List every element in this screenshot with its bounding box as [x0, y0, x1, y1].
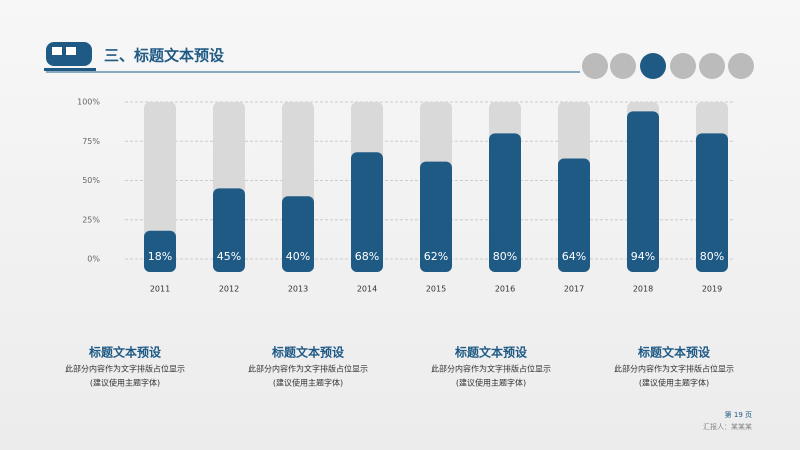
y-tick-label: 0%	[87, 255, 100, 264]
block-text: (建议使用主题字体)	[639, 378, 709, 388]
block-text: 此部分内容作为文字排版占位显示	[431, 364, 551, 374]
value-label: 45%	[217, 250, 241, 263]
block-text: 此部分内容作为文字排版占位显示	[248, 364, 368, 374]
bar	[144, 230, 176, 272]
bar	[213, 188, 245, 272]
block-title: 标题文本预设	[454, 345, 528, 360]
x-tick-label: 2018	[633, 285, 653, 294]
x-tick-label: 2012	[219, 285, 239, 294]
bar	[558, 158, 590, 272]
value-label: 80%	[700, 250, 724, 263]
bar	[696, 133, 728, 272]
x-tick-label: 2014	[357, 285, 377, 294]
block-title: 标题文本预设	[637, 345, 711, 360]
x-tick-label: 2011	[150, 285, 170, 294]
bar	[282, 196, 314, 272]
y-tick-label: 50%	[82, 176, 100, 185]
block-title: 标题文本预设	[88, 345, 162, 360]
value-label: 80%	[493, 250, 517, 263]
block-text: 此部分内容作为文字排版占位显示	[65, 364, 185, 374]
nav-icons	[582, 53, 754, 79]
bar-track	[144, 102, 176, 272]
block-text: 此部分内容作为文字排版占位显示	[614, 364, 734, 374]
header-icon	[44, 42, 96, 71]
bar	[420, 161, 452, 272]
x-tick-label: 2013	[288, 285, 308, 294]
bar	[627, 111, 659, 272]
block-text: (建议使用主题字体)	[273, 378, 343, 388]
block-title: 标题文本预设	[271, 345, 345, 360]
x-tick-label: 2019	[702, 285, 722, 294]
value-label: 68%	[355, 250, 379, 263]
y-tick-label: 25%	[82, 215, 100, 224]
bar	[489, 133, 521, 272]
value-label: 64%	[562, 250, 586, 263]
value-label: 18%	[148, 250, 172, 263]
x-tick-label: 2016	[495, 285, 515, 294]
x-tick-label: 2017	[564, 285, 584, 294]
x-tick-label: 2015	[426, 285, 446, 294]
footer-note: 汇报人：某某某	[703, 422, 752, 431]
header-title: 三、标题文本预设	[104, 47, 224, 65]
bar	[351, 152, 383, 272]
value-label: 94%	[631, 250, 655, 263]
block-text: (建议使用主题字体)	[456, 378, 526, 388]
y-tick-label: 100%	[77, 98, 100, 107]
page-number: 第 19 页	[725, 410, 752, 419]
value-label: 40%	[286, 250, 310, 263]
value-label: 62%	[424, 250, 448, 263]
y-tick-label: 75%	[82, 137, 100, 146]
block-text: (建议使用主题字体)	[90, 378, 160, 388]
